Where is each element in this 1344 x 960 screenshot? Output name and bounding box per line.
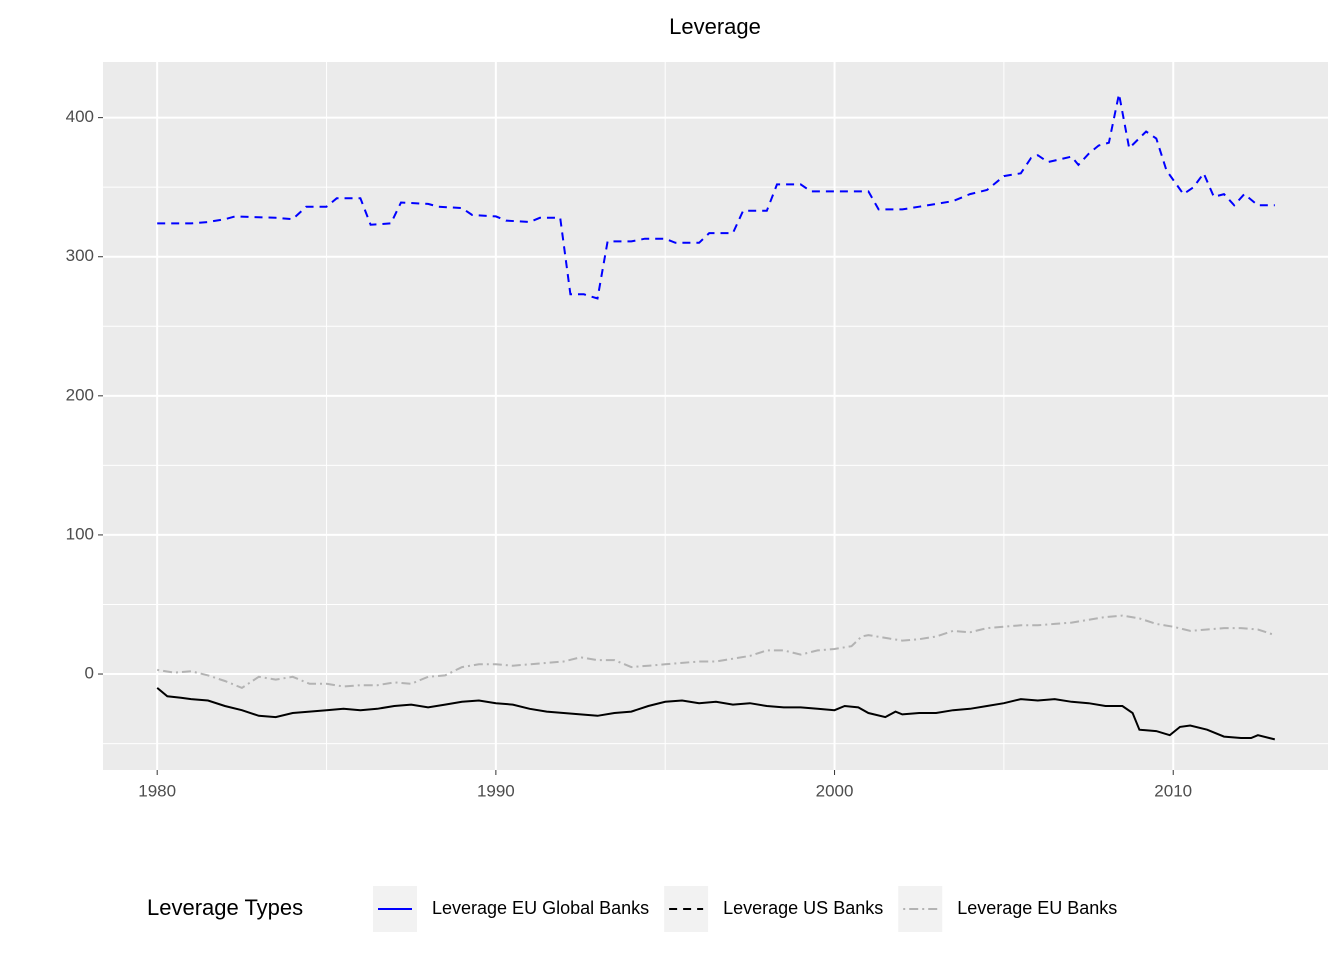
- y-tick-label: 400: [66, 107, 94, 126]
- y-tick-label: 300: [66, 246, 94, 265]
- line: [156, 687, 1276, 741]
- legend-label: Leverage EU Banks: [957, 898, 1117, 918]
- x-tick-label: 2000: [816, 781, 854, 800]
- legend-title: Leverage Types: [147, 895, 303, 920]
- legend-label: Leverage US Banks: [723, 898, 883, 918]
- x-tick-label: 1990: [477, 781, 515, 800]
- chart-title: Leverage: [669, 14, 761, 39]
- x-tick-label: 1980: [138, 781, 176, 800]
- x-tick-label: 2010: [1154, 781, 1192, 800]
- panel: [103, 62, 1328, 770]
- y-tick-label: 0: [85, 664, 94, 683]
- y-tick-label: 200: [66, 385, 94, 404]
- line: [157, 93, 1275, 300]
- legend-label: Leverage EU Global Banks: [432, 898, 649, 918]
- line: [157, 614, 1276, 690]
- y-tick-label: 100: [66, 524, 94, 543]
